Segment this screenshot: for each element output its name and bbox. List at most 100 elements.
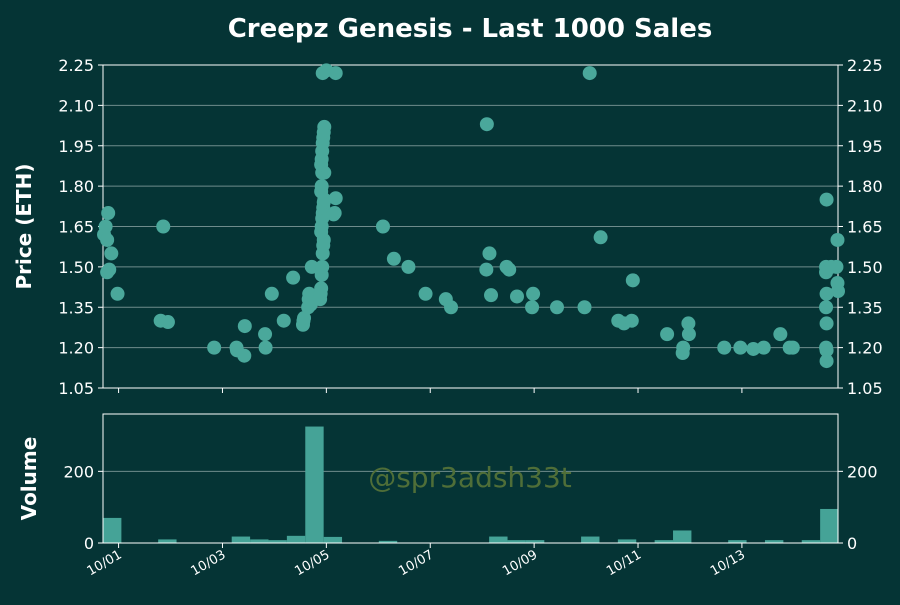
- sale-point: [314, 281, 329, 296]
- sale-point: [830, 232, 845, 247]
- sale-point: [484, 288, 499, 303]
- sale-point: [785, 340, 800, 355]
- price-ytick-label-left: 1.35: [58, 298, 94, 317]
- sale-point: [328, 191, 343, 206]
- sale-point: [582, 66, 597, 81]
- volume-bar: [581, 536, 600, 543]
- sale-point: [577, 300, 592, 315]
- volume-bar: [378, 540, 398, 543]
- sale-point: [386, 251, 401, 266]
- sale-point: [317, 119, 332, 134]
- sale-point: [819, 300, 834, 315]
- sale-point: [549, 300, 564, 315]
- volume-bar: [231, 536, 251, 543]
- price-ytick-label-left: 1.20: [58, 339, 94, 358]
- sale-point: [237, 319, 252, 334]
- sale-point: [681, 327, 696, 342]
- volume-bar: [525, 540, 545, 543]
- volume-ytick-label-right: 200: [847, 462, 878, 481]
- sale-point: [98, 219, 113, 234]
- sale-point: [258, 327, 273, 342]
- sale-point: [110, 286, 125, 301]
- sale-point: [526, 286, 541, 301]
- price-ytick-label-right: 1.20: [847, 339, 883, 358]
- sale-point: [625, 273, 640, 288]
- price-ytick-label-right: 1.65: [847, 218, 883, 237]
- sale-point: [819, 316, 834, 331]
- price-ytick-label-left: 2.10: [58, 96, 94, 115]
- volume-bar: [617, 539, 637, 543]
- sale-point: [746, 341, 761, 356]
- sale-point: [401, 259, 416, 274]
- price-ytick-label-right: 2.25: [847, 56, 883, 75]
- sale-point: [819, 354, 834, 369]
- price-ytick-label-left: 1.05: [58, 379, 94, 398]
- sale-point: [315, 259, 330, 274]
- sale-point: [102, 262, 117, 277]
- sale-point: [819, 192, 834, 207]
- volume-bar: [250, 539, 269, 543]
- sale-point: [773, 327, 788, 342]
- sale-point: [160, 315, 175, 330]
- price-ytick-label-left: 1.95: [58, 137, 94, 156]
- price-ytick-label-left: 1.65: [58, 218, 94, 237]
- sale-point: [676, 340, 691, 355]
- volume-ytick-label-left: 0: [84, 534, 94, 553]
- volume-bar: [654, 540, 674, 543]
- sale-point: [418, 286, 433, 301]
- price-ytick-label-left: 1.50: [58, 258, 94, 277]
- price-ytick-label-right: 1.95: [847, 137, 883, 156]
- sale-point: [314, 179, 329, 194]
- watermark: @spr3adsh33t: [368, 461, 572, 494]
- sale-point: [302, 286, 317, 301]
- sale-point: [502, 262, 517, 277]
- sale-point: [831, 284, 845, 299]
- sale-point: [237, 348, 252, 363]
- sale-point: [327, 206, 342, 221]
- sale-point: [100, 232, 115, 247]
- sale-point: [819, 286, 834, 301]
- volume-ytick-label-right: 0: [847, 534, 857, 553]
- sale-point: [660, 327, 675, 342]
- sale-point: [286, 270, 301, 285]
- volume-bar: [801, 540, 821, 543]
- price-scatter-panel: 1.05 1.05 1.20 1.20 1.35 1.35 1.50 1.50 1.65 1.65…: [12, 56, 883, 398]
- sale-point: [525, 300, 540, 315]
- sale-point: [756, 340, 771, 355]
- sale-point: [375, 219, 390, 234]
- sale-point: [733, 340, 748, 355]
- price-ytick-label-left: 2.25: [58, 56, 94, 75]
- volume-bar: [305, 426, 324, 543]
- volume-bar: [323, 536, 343, 543]
- sale-point: [479, 117, 494, 132]
- volume-bar: [489, 536, 508, 543]
- sale-point: [258, 340, 273, 355]
- sale-point: [819, 343, 834, 358]
- sale-point: [479, 262, 494, 277]
- volume-bar: [286, 535, 306, 543]
- volume-bar: [673, 530, 692, 543]
- volume-bar: [507, 540, 526, 543]
- sale-point: [297, 311, 312, 326]
- sale-point: [624, 313, 639, 328]
- price-ytick-label-left: 1.80: [58, 177, 94, 196]
- volume-axis-label: Volume: [17, 437, 41, 521]
- sale-point: [509, 289, 524, 304]
- volume-plot-frame: [102, 413, 839, 544]
- volume-ytick-label-left: 200: [63, 462, 94, 481]
- sale-point: [101, 206, 116, 221]
- sale-point: [482, 246, 497, 261]
- volume-bar: [268, 540, 287, 543]
- price-ytick-label-right: 1.80: [847, 177, 883, 196]
- sale-point: [264, 286, 279, 301]
- price-ytick-label-right: 2.10: [847, 96, 883, 115]
- sale-point: [304, 259, 319, 274]
- sale-point: [276, 313, 291, 328]
- sale-point: [328, 66, 343, 81]
- volume-bar: [820, 508, 839, 543]
- sale-point: [207, 340, 222, 355]
- price-ytick-label-right: 1.50: [847, 258, 883, 277]
- sale-point: [717, 340, 732, 355]
